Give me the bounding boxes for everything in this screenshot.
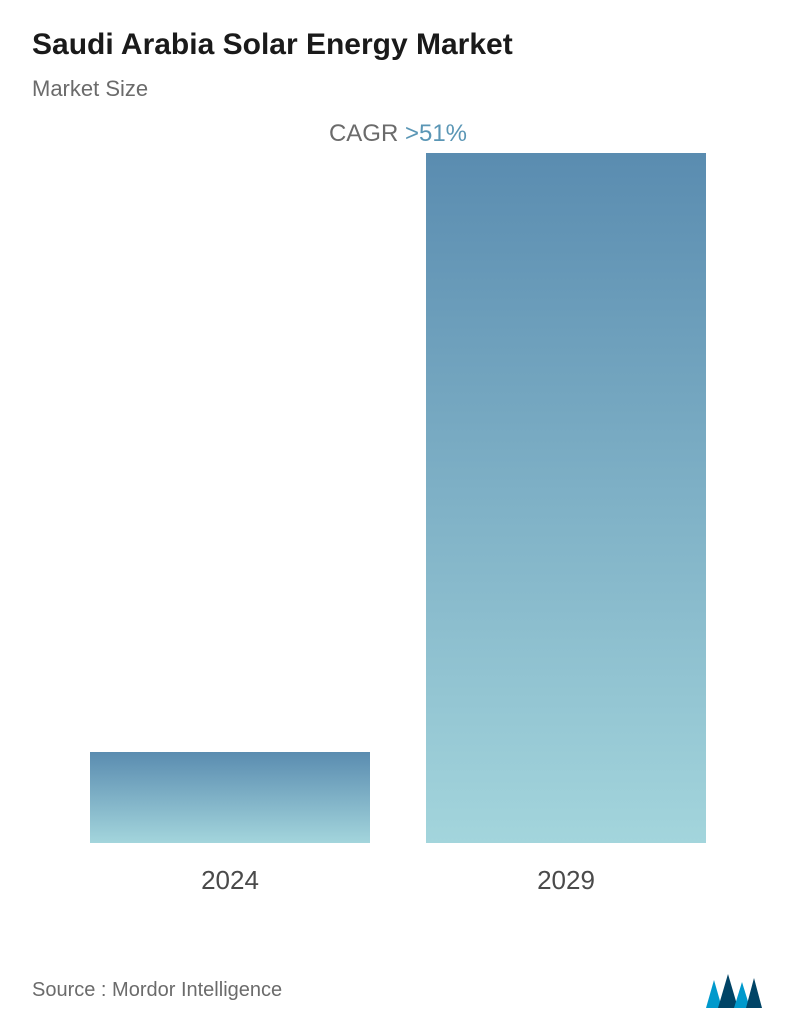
bar-0 (90, 752, 370, 843)
bar-group-0: 2024 (90, 752, 370, 896)
brand-logo-icon (704, 970, 764, 1010)
source-attribution: Source : Mordor Intelligence (32, 979, 282, 1002)
cagr-value: >51% (405, 120, 467, 147)
bar-label-0: 2024 (201, 865, 259, 896)
bar-label-1: 2029 (537, 865, 595, 896)
chart-plot-area: 2024 2029 (32, 156, 764, 896)
cagr-label: CAGR >51% (32, 120, 764, 148)
bar-group-1: 2029 (426, 153, 706, 896)
chart-footer: Source : Mordor Intelligence (32, 970, 764, 1010)
chart-title: Saudi Arabia Solar Energy Market (32, 28, 764, 62)
bar-1 (426, 153, 706, 843)
cagr-prefix: CAGR (329, 120, 405, 147)
chart-subtitle: Market Size (32, 76, 764, 102)
